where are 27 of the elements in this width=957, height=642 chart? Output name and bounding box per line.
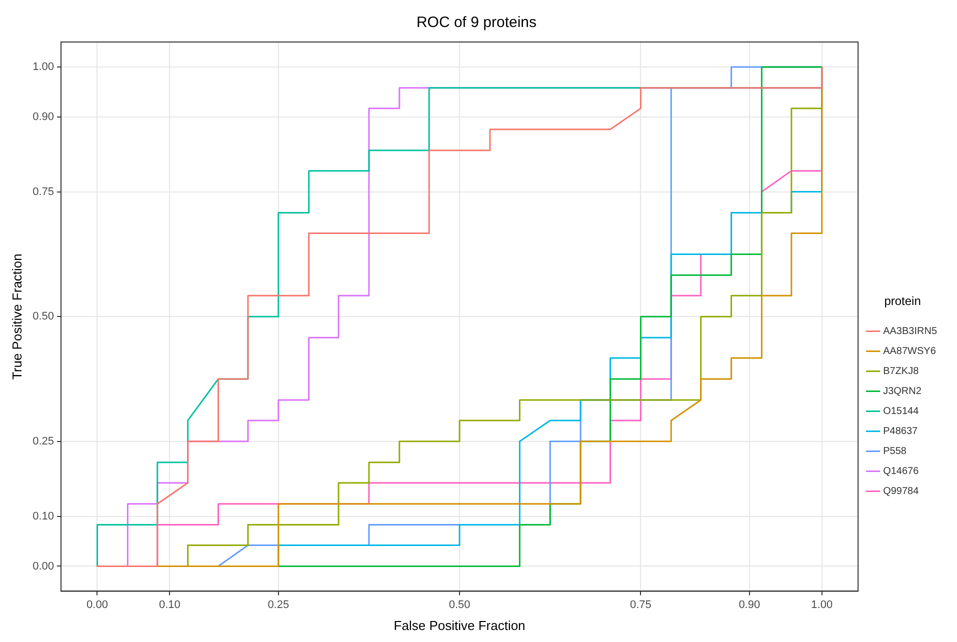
legend-label: B7ZKJ8 — [883, 366, 920, 377]
y-tick-label: 0.25 — [32, 435, 54, 448]
y-tick-label: 0.10 — [32, 510, 54, 522]
x-tick-label: 1.00 — [811, 598, 833, 611]
y-tick-label: 0.50 — [32, 310, 54, 323]
chart-title: ROC of 9 proteins — [416, 14, 537, 32]
x-tick-label: 0.25 — [268, 598, 290, 611]
y-tick-label: 0.00 — [32, 560, 54, 572]
legend-label: P48637 — [883, 426, 918, 437]
y-tick-label: 0.90 — [32, 110, 54, 123]
x-tick-label: 0.00 — [86, 598, 108, 611]
y-axis-title: True Positive Fraction — [9, 254, 24, 380]
y-tick-label: 1.00 — [32, 60, 54, 73]
x-tick-label: 0.90 — [738, 598, 760, 611]
legend-label: O15144 — [883, 406, 920, 417]
legend-label: Q99784 — [883, 486, 920, 497]
x-tick-label: 0.50 — [448, 598, 470, 611]
legend-label: J3QRN2 — [883, 386, 922, 397]
y-tick-label: 0.75 — [32, 186, 54, 198]
legend-label: Q14676 — [883, 466, 920, 477]
x-axis-title: False Positive Fraction — [394, 618, 526, 633]
x-tick-label: 0.10 — [158, 598, 180, 611]
legend-label: AA3B3IRN5 — [883, 326, 938, 337]
x-tick-label: 0.75 — [630, 598, 652, 611]
legend-label: P558 — [883, 446, 907, 457]
legend-label: AA87WSY6 — [883, 346, 936, 357]
legend-title: protein — [884, 294, 921, 308]
